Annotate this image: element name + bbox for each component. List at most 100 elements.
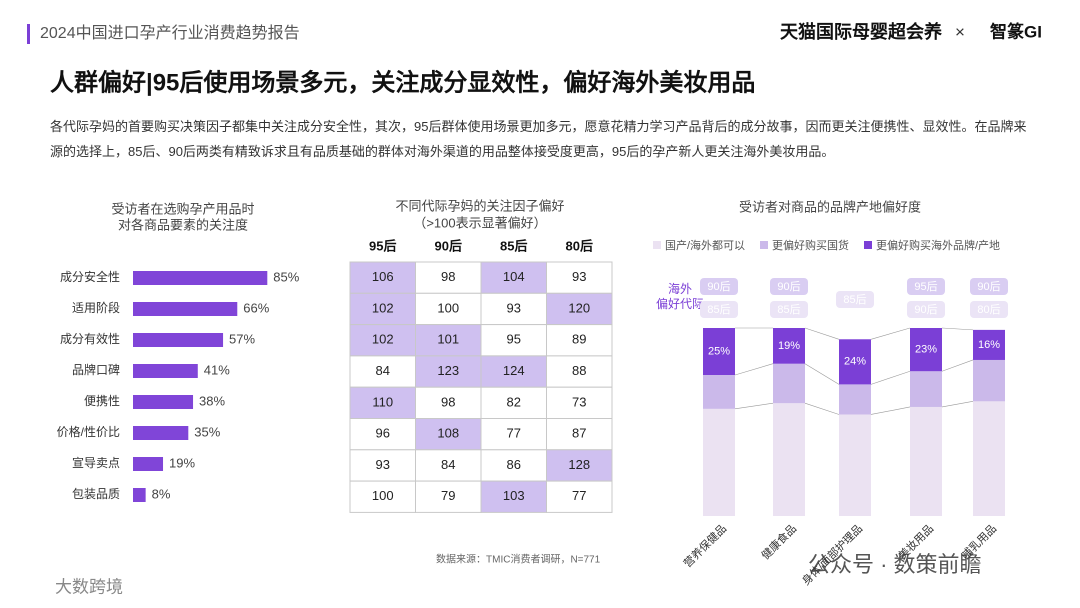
column-header: 95后 <box>369 238 396 253</box>
heat-cell <box>546 449 613 482</box>
cell-value: 87 <box>572 426 586 441</box>
bar-segment <box>703 408 735 516</box>
connector <box>870 370 911 385</box>
bar-segment <box>773 328 805 364</box>
heat-cell <box>546 292 613 326</box>
cell-value: 93 <box>507 300 521 315</box>
category-label: 健康食品 <box>758 521 799 562</box>
badge-label: 80后 <box>977 303 1000 316</box>
slide-title: 人群偏好|95后使用场景多元，关注成分显效性，偏好海外美妆用品 <box>50 68 755 96</box>
heat-cell <box>415 480 482 513</box>
column-header: 90后 <box>435 238 462 253</box>
chart-title: 受访者对商品的品牌产地偏好度 <box>739 199 921 214</box>
badge-label: 95后 <box>914 280 937 293</box>
cell-value: 73 <box>572 394 586 409</box>
value-label: 24% <box>844 356 866 368</box>
cell-value: 93 <box>572 269 586 284</box>
bar <box>133 333 224 347</box>
bar-segment <box>910 371 942 407</box>
connector <box>734 363 774 376</box>
value-label: 19% <box>778 340 800 352</box>
heat-cell <box>415 355 482 388</box>
badge-label: 85后 <box>843 293 866 306</box>
bar-segment <box>839 414 871 516</box>
connector <box>941 401 974 408</box>
bar <box>133 271 268 285</box>
value-label: 19% <box>169 455 195 470</box>
bar-segment <box>703 375 735 409</box>
cell-value: 79 <box>441 488 455 503</box>
badge <box>970 278 1008 295</box>
badge-label: 85后 <box>777 303 800 316</box>
chart-subtitle: （>100表示显著偏好） <box>413 215 546 230</box>
connector <box>941 359 974 372</box>
cell-value: 100 <box>372 488 394 503</box>
cell-value: 96 <box>376 426 390 441</box>
connector <box>804 327 840 340</box>
legend-label: 国产/海外都可以 <box>665 238 745 252</box>
cell-value: 88 <box>572 363 586 378</box>
cell-value: 124 <box>503 363 525 378</box>
heat-cell <box>349 449 416 482</box>
badge-title: 偏好代际 <box>656 296 704 311</box>
value-label: 23% <box>915 344 937 356</box>
cell-value: 123 <box>437 363 459 378</box>
cell-value: 120 <box>568 300 590 315</box>
category-label: 适用阶段 <box>72 300 120 315</box>
cell-value: 93 <box>376 457 390 472</box>
badge <box>907 278 945 295</box>
column-header: 85后 <box>500 238 527 253</box>
cell-value: 102 <box>372 300 394 315</box>
chart-title: 受访者在选购孕产用品时 <box>111 201 254 216</box>
bar-segment <box>839 339 871 385</box>
heat-cell <box>349 418 416 451</box>
heat-cell <box>480 480 547 513</box>
cell-value: 128 <box>568 457 590 472</box>
cell-value: 95 <box>507 332 521 347</box>
watermark: 公众号 · 数策前瞻 <box>808 552 982 577</box>
badge <box>970 301 1008 318</box>
bar-segment <box>973 359 1005 402</box>
value-label: 85% <box>273 269 299 284</box>
report-name: 2024中国进口孕产行业消费趋势报告 <box>40 24 300 42</box>
bar <box>133 488 146 502</box>
cell-value: 82 <box>507 394 521 409</box>
bar <box>133 426 189 440</box>
connector <box>804 363 840 385</box>
connector <box>734 402 774 410</box>
cell-value: 84 <box>376 363 390 378</box>
bar <box>133 364 198 378</box>
chart-title: 不同代际孕妈的关注因子偏好 <box>395 198 564 213</box>
heat-cell <box>415 324 482 357</box>
connector <box>870 327 911 340</box>
bar-segment <box>839 384 871 415</box>
cell-value: 110 <box>372 394 393 409</box>
bar-segment <box>973 401 1005 516</box>
bar-segment <box>910 406 942 516</box>
heat-cell <box>349 324 416 357</box>
bar-segment <box>773 403 805 516</box>
chart-subtitle: 对各商品要素的关注度 <box>118 217 248 232</box>
cell-value: 100 <box>437 300 459 315</box>
bar-segment <box>703 328 735 375</box>
category-label: 品牌口碑 <box>72 362 120 377</box>
heat-cell <box>349 261 416 294</box>
cell-value: 84 <box>441 457 455 472</box>
corner-mark: 大数跨境 <box>55 577 123 596</box>
bar-segment <box>973 329 1005 360</box>
heat-cell <box>546 386 613 420</box>
heat-cell <box>349 480 416 513</box>
value-label: 57% <box>229 331 255 346</box>
heat-cell <box>480 355 547 388</box>
category-label: 成分有效性 <box>60 331 120 346</box>
value-label: 25% <box>708 345 730 357</box>
partner-logo: 智篆GI <box>990 21 1042 41</box>
cell-value: 77 <box>507 426 521 441</box>
value-label: 41% <box>204 362 230 377</box>
cell-value: 98 <box>441 394 455 409</box>
badge <box>770 278 808 295</box>
legend-swatch <box>864 241 872 249</box>
source-note: 数据来源：TMIC消费者调研，N=771 <box>436 553 601 566</box>
legend-label: 更偏好购买国货 <box>772 238 849 252</box>
heat-cell <box>546 418 613 451</box>
